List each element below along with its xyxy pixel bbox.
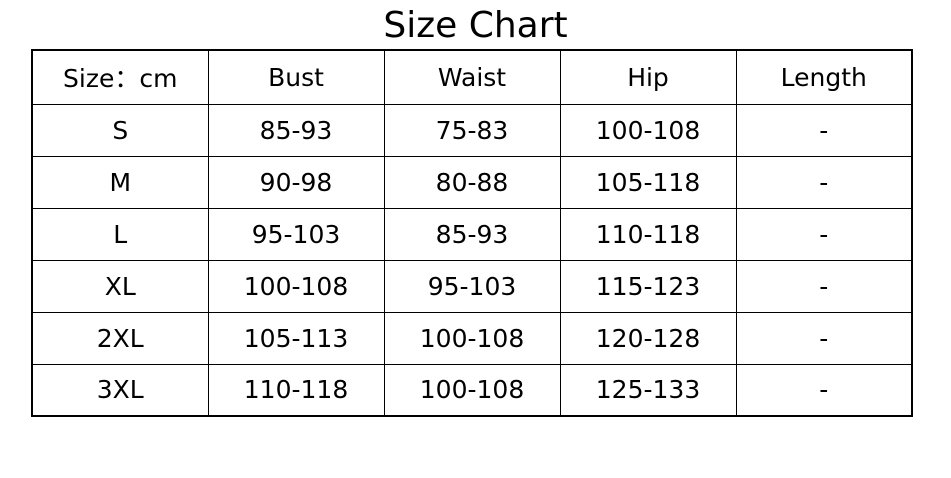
measurement-cell: 85-93: [207, 103, 385, 157]
table-row: S 85-93 75-83 100-108-: [31, 103, 913, 157]
column-header: Length: [735, 49, 913, 105]
size-cell: XL: [31, 259, 209, 313]
measurement-cell: -: [735, 155, 913, 209]
measurement-cell: 115-123: [559, 259, 737, 313]
measurement-cell: -: [735, 103, 913, 157]
column-header: Waist: [383, 49, 561, 105]
measurement-cell: 75-83: [383, 103, 561, 157]
measurement-cell: 105-113: [207, 311, 385, 365]
table-row: M 90-98 80-88 105-118-: [31, 155, 913, 209]
table-row: 2XL 105-113 100-108 120-128-: [31, 311, 913, 365]
measurement-cell: 125-133: [559, 363, 737, 417]
size-cell: 3XL: [31, 363, 209, 417]
size-cell: M: [31, 155, 209, 209]
size-cell: S: [31, 103, 209, 157]
column-header: Bust: [207, 49, 385, 105]
header-row: Size：cm Bust Waist Hip Length: [31, 49, 913, 105]
size-table: Size：cm Bust Waist Hip Length S 85-93 75-83 100-…: [31, 49, 913, 417]
measurement-cell: -: [735, 363, 913, 417]
measurement-cell: 110-118: [207, 363, 385, 417]
measurement-cell: 95-103: [383, 259, 561, 313]
table-row: 3XL 110-118 100-108 125-133-: [31, 363, 913, 417]
size-cell: 2XL: [31, 311, 209, 365]
measurement-cell: 105-118: [559, 155, 737, 209]
measurement-cell: 100-108: [383, 363, 561, 417]
column-header: Size：cm: [31, 49, 209, 105]
measurement-cell: 95-103: [207, 207, 385, 261]
measurement-cell: 120-128: [559, 311, 737, 365]
table-row: XL 100-108 95-103 115-123-: [31, 259, 913, 313]
table-row: L 95-103 85-93 110-118-: [31, 207, 913, 261]
measurement-cell: 100-108: [207, 259, 385, 313]
measurement-cell: 100-108: [559, 103, 737, 157]
measurement-cell: 110-118: [559, 207, 737, 261]
column-header: Hip: [559, 49, 737, 105]
measurement-cell: -: [735, 259, 913, 313]
measurement-cell: -: [735, 207, 913, 261]
size-cell: L: [31, 207, 209, 261]
measurement-cell: 90-98: [207, 155, 385, 209]
measurement-cell: 85-93: [383, 207, 561, 261]
page-title: Size Chart: [383, 5, 568, 46]
measurement-cell: 100-108: [383, 311, 561, 365]
measurement-cell: 80-88: [383, 155, 561, 209]
measurement-cell: -: [735, 311, 913, 365]
